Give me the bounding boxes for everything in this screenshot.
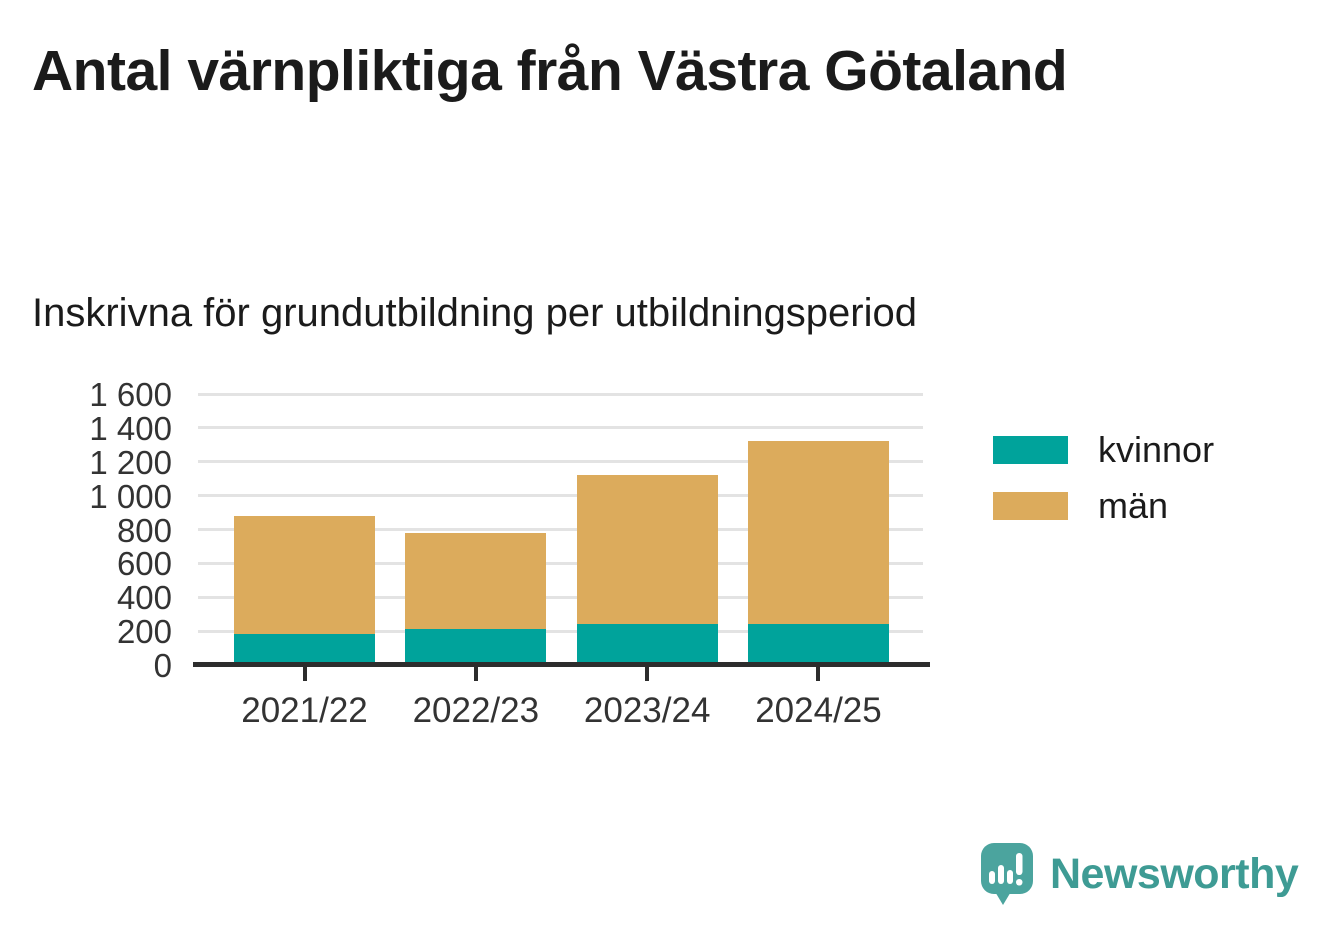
brand-name: Newsworthy (1050, 850, 1299, 898)
bar-segment-män-2021/22 (234, 515, 375, 634)
x-tick (473, 667, 478, 681)
y-tick-label: 800 (116, 511, 172, 549)
man-swatch (993, 492, 1068, 520)
kvinnor-swatch (993, 436, 1068, 464)
bar-segment-män-2024/25 (747, 441, 889, 625)
legend-label-kvinnor: kvinnor (1098, 429, 1215, 470)
y-tick-label: 1 200 (89, 443, 172, 481)
legend-item-man: män (993, 485, 1214, 526)
gridline-1600 (198, 392, 923, 396)
chart-title: Antal värnpliktiga från Västra Götaland (32, 39, 1068, 103)
y-tick-label: 0 (153, 647, 172, 684)
gridline-1400 (198, 426, 923, 430)
y-tick-label: 1 000 (89, 477, 172, 515)
legend: kvinnor män (993, 429, 1214, 548)
legend-label-man: män (1098, 485, 1169, 526)
y-tick-label: 200 (116, 613, 172, 651)
legend-item-kvinnor: kvinnor (993, 429, 1214, 470)
x-tick-label: 2022/23 (412, 691, 540, 730)
chart-subtitle: Inskrivna för grundutbildning per utbild… (32, 291, 917, 335)
gridline-800 (198, 528, 923, 531)
y-tick-label: 400 (116, 579, 172, 617)
x-tick-label: 2023/24 (583, 691, 711, 730)
x-axis-line (193, 662, 930, 667)
bar-segment-kvinnor-2021/22 (234, 633, 375, 665)
gridline-1200 (198, 460, 923, 464)
gridline-600 (198, 561, 923, 565)
x-tick (816, 667, 821, 681)
bar-segment-kvinnor-2024/25 (747, 624, 889, 665)
y-tick-label: 1 600 (89, 376, 172, 413)
x-tick-label: 2024/25 (755, 691, 882, 730)
gridline-200 (198, 629, 923, 633)
brand-footer: Newsworthy (981, 843, 1299, 906)
x-tick (302, 667, 307, 681)
bar-segment-kvinnor-2023/24 (576, 624, 718, 665)
newsworthy-logo-icon (981, 843, 1033, 905)
bar-segment-män-2022/23 (405, 532, 547, 630)
bar-segment-kvinnor-2022/23 (405, 629, 547, 665)
gridline-1000 (198, 494, 923, 498)
y-tick-label: 1 400 (89, 409, 172, 447)
gridline-400 (198, 595, 923, 599)
x-tick (645, 667, 650, 681)
bar-segment-män-2023/24 (576, 475, 718, 625)
y-tick-label: 600 (116, 545, 172, 583)
x-tick-label: 2021/22 (241, 691, 368, 730)
